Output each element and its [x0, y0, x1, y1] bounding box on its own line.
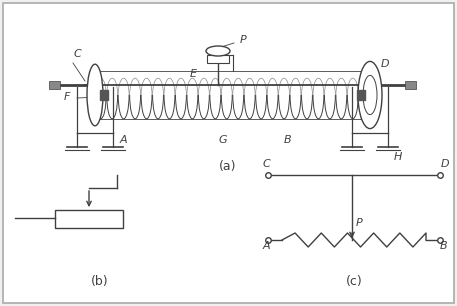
Text: A: A	[262, 241, 270, 251]
Bar	[55, 210, 123, 228]
Text: P: P	[356, 218, 363, 228]
Text: D: D	[441, 159, 449, 169]
Bar	[357, 90, 365, 100]
Bar	[405, 81, 416, 89]
Text: C: C	[73, 49, 81, 59]
Ellipse shape	[87, 64, 103, 126]
Bar	[100, 90, 108, 100]
Text: C: C	[262, 159, 270, 169]
Text: (b): (b)	[91, 275, 109, 288]
Ellipse shape	[206, 46, 230, 56]
Text: P: P	[240, 35, 247, 45]
Bar	[49, 81, 60, 89]
Bar	[207, 55, 229, 63]
Text: (c): (c)	[345, 275, 362, 288]
Text: B: B	[284, 135, 292, 145]
Text: B: B	[440, 241, 448, 251]
Text: F: F	[64, 92, 70, 102]
Text: H: H	[394, 152, 402, 162]
Text: E: E	[190, 69, 197, 79]
Text: D: D	[381, 59, 389, 69]
Ellipse shape	[363, 75, 377, 115]
Ellipse shape	[358, 62, 382, 129]
Text: A: A	[119, 135, 127, 145]
Text: G: G	[219, 135, 227, 145]
Text: (a): (a)	[219, 160, 237, 173]
